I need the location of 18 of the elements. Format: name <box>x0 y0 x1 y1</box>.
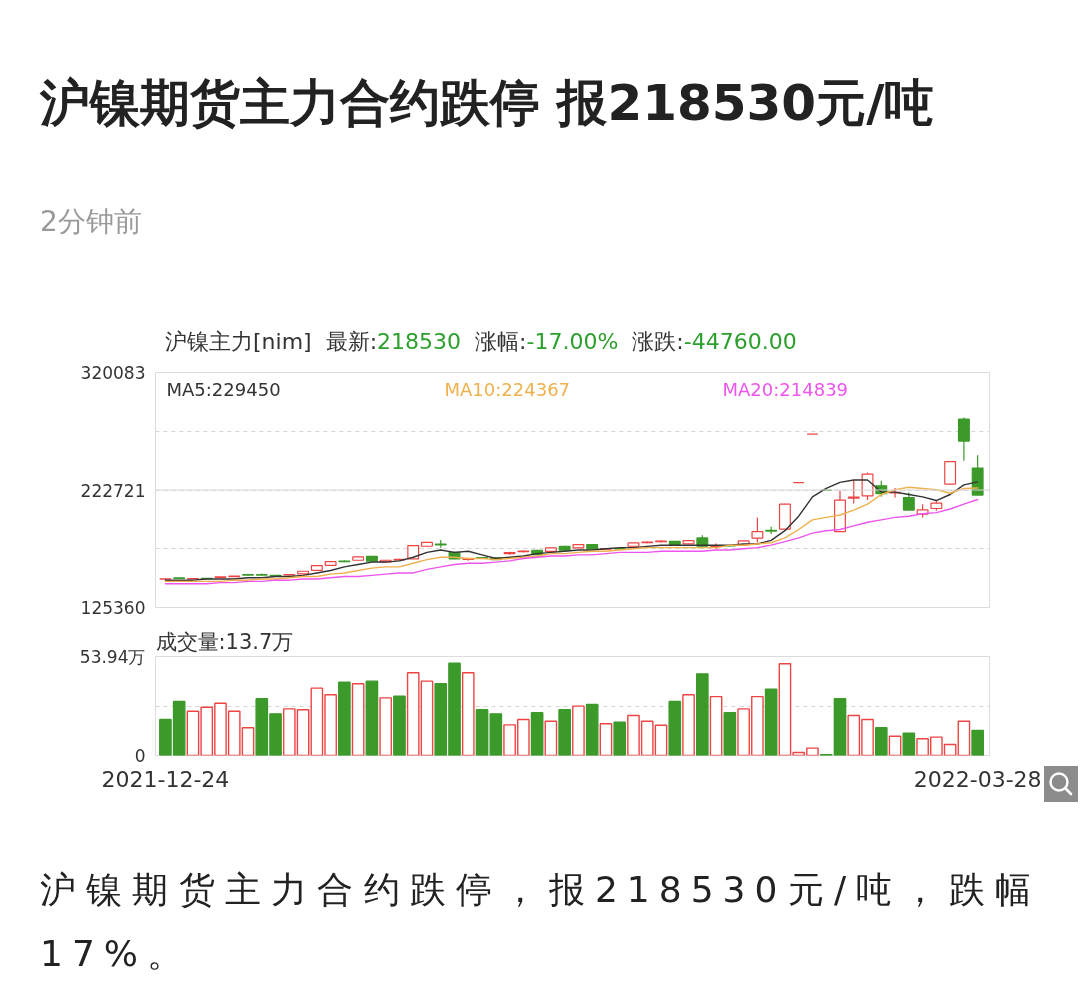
text: MA5:229450 <box>166 378 281 400</box>
y-tick-label: 320083 <box>80 363 146 383</box>
text: 沪镍主力[nim] <box>165 329 312 354</box>
text: MA10:224367 <box>444 378 571 400</box>
x-tick-label: 2022-03-28 <box>913 766 1042 792</box>
text: 沪镍期货主力合约跌停，报218530元/吨，跌幅17%。 <box>40 868 1040 976</box>
text: 最新:218530 <box>325 329 462 354</box>
text: MA20:214839 <box>722 378 849 400</box>
text: 涨幅:-17.00% <box>475 329 619 354</box>
chart-title: 成交量:13.7万 <box>155 629 294 654</box>
y-tick-label: 0 <box>134 745 146 766</box>
y-tick-label: 125360 <box>80 598 146 618</box>
x-tick-label: 2021-12-24 <box>101 766 230 792</box>
chart-subtitle: 2分钟前 <box>40 204 142 240</box>
y-tick-label: 53.94万 <box>79 646 146 667</box>
text: 涨跌:-44760.00 <box>632 329 797 354</box>
y-tick-label: 222721 <box>80 480 146 501</box>
chart-title: 沪镍期货主力合约跌停 报218530元/吨 <box>40 73 935 134</box>
